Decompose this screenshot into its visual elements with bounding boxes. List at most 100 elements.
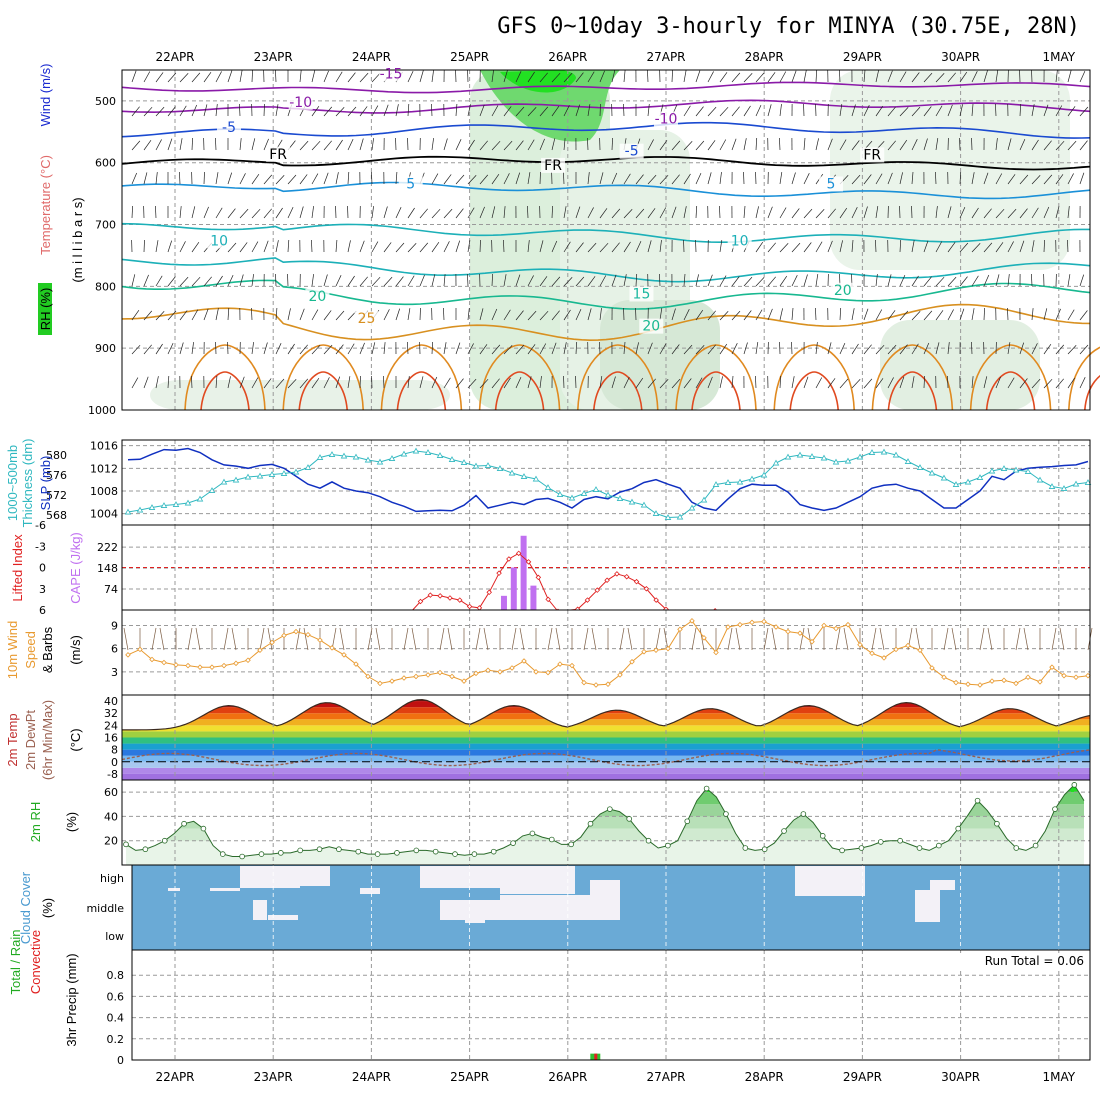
slp-tick-label: 1012 xyxy=(90,462,118,475)
precip-conv-label: Convective xyxy=(28,930,43,994)
lifted-index-marker xyxy=(417,598,424,605)
wind-barb xyxy=(347,275,355,287)
wind10-barb xyxy=(835,627,841,651)
temp-band xyxy=(122,719,1090,726)
thickness-marker xyxy=(1036,476,1044,483)
wind-barb xyxy=(743,138,747,151)
wind-barb xyxy=(539,240,544,253)
wind-barb xyxy=(491,173,500,185)
wind-barb xyxy=(251,208,261,219)
wind10-speed-marker xyxy=(377,680,383,687)
wind-barb xyxy=(407,70,414,83)
wind-barb xyxy=(143,71,151,83)
wind-barb xyxy=(299,206,304,219)
wind-barb xyxy=(143,106,153,117)
wind-barb xyxy=(179,206,182,219)
wind-barb xyxy=(575,308,582,321)
precip-panel-border xyxy=(131,949,1091,1061)
isotherm-line xyxy=(121,257,1091,283)
contour-label-bg xyxy=(727,233,752,249)
wind-barb xyxy=(551,310,560,321)
date-label-top: 27APR xyxy=(646,50,685,64)
wind-barb xyxy=(995,242,1004,253)
wind-barb xyxy=(131,274,136,287)
wind-barb xyxy=(1055,308,1061,321)
wind-barb xyxy=(551,240,558,253)
thickness-marker xyxy=(124,508,132,515)
wind-barb xyxy=(731,72,741,83)
wind-barb xyxy=(1055,174,1064,185)
wind-barb xyxy=(371,206,374,219)
wind10-speed-marker xyxy=(209,664,215,670)
wind10-barb xyxy=(843,627,849,651)
wind-barb xyxy=(563,72,573,83)
wind-barb xyxy=(335,310,345,321)
wind-barb xyxy=(383,206,388,219)
wind-barb xyxy=(839,69,841,83)
wind-barb xyxy=(515,344,525,355)
wind10-barb xyxy=(1051,627,1057,651)
wind10-barb xyxy=(403,627,409,651)
wind-barb xyxy=(311,105,320,117)
wind10-barb xyxy=(547,627,553,651)
minmax-label: (6hr Min/Max) xyxy=(40,700,55,780)
wind-barb xyxy=(575,242,584,253)
wind-barb xyxy=(227,307,230,321)
wind10-speed-marker xyxy=(161,659,167,666)
wind10-speed-marker xyxy=(125,652,131,658)
wind-barb xyxy=(779,172,783,185)
thickness-marker xyxy=(1048,483,1056,489)
wind-barb xyxy=(407,207,415,219)
wind-barb xyxy=(839,139,847,151)
date-label-bottom: 29APR xyxy=(843,1070,882,1084)
wind10-barb xyxy=(151,627,157,651)
wind-barb xyxy=(527,310,537,321)
wind-barb xyxy=(455,103,458,117)
contour-label-bg xyxy=(398,176,423,192)
contour-label: 10 xyxy=(731,233,749,249)
lifted-index-marker xyxy=(466,603,473,610)
wind-barb xyxy=(251,342,254,355)
wind-barb xyxy=(215,207,223,219)
thickness-marker xyxy=(892,451,900,458)
wind-barb xyxy=(515,172,521,185)
wind10-barb xyxy=(663,627,669,651)
wind10-barb xyxy=(483,627,489,651)
wind-barb xyxy=(1067,274,1071,287)
wind-barb xyxy=(335,106,345,117)
rh-marker xyxy=(607,806,613,812)
contour-label: 20 xyxy=(642,319,660,335)
wind-barb xyxy=(755,276,765,287)
wind-barb xyxy=(1031,104,1035,117)
temp-tick-label: 24 xyxy=(104,719,118,732)
thickness-marker xyxy=(184,499,192,506)
lifted-index-marker xyxy=(633,578,640,585)
wind-barb xyxy=(959,137,961,151)
wind-barb xyxy=(323,172,329,185)
wind-barb xyxy=(815,208,825,219)
wind-barb xyxy=(251,307,253,321)
wind10-barb xyxy=(475,627,481,651)
wind-barb xyxy=(731,310,741,321)
wind-barb xyxy=(347,171,350,185)
wind-barb xyxy=(239,173,246,185)
thickness-marker xyxy=(772,459,780,466)
rh-shade xyxy=(880,320,1040,410)
wind10-speed-marker xyxy=(941,674,947,680)
wind-barb xyxy=(683,344,693,355)
wind-barb xyxy=(191,342,194,355)
wind-barb xyxy=(971,207,979,219)
wind-barb xyxy=(971,137,973,151)
wind-barb xyxy=(767,72,776,83)
wind-barb xyxy=(491,378,500,389)
temp-unit-label: (°C) xyxy=(68,728,83,751)
rh-marker xyxy=(994,820,1000,827)
wind-barb xyxy=(695,205,698,219)
wind-barb xyxy=(791,376,795,389)
li-tick-label: -6 xyxy=(35,519,46,532)
isotherm-loop-inner xyxy=(1084,374,1100,411)
wind-barb xyxy=(803,137,806,151)
wind-barb xyxy=(431,376,438,389)
wind10-speed-marker xyxy=(965,681,971,687)
wind10-speed-marker xyxy=(677,626,683,633)
